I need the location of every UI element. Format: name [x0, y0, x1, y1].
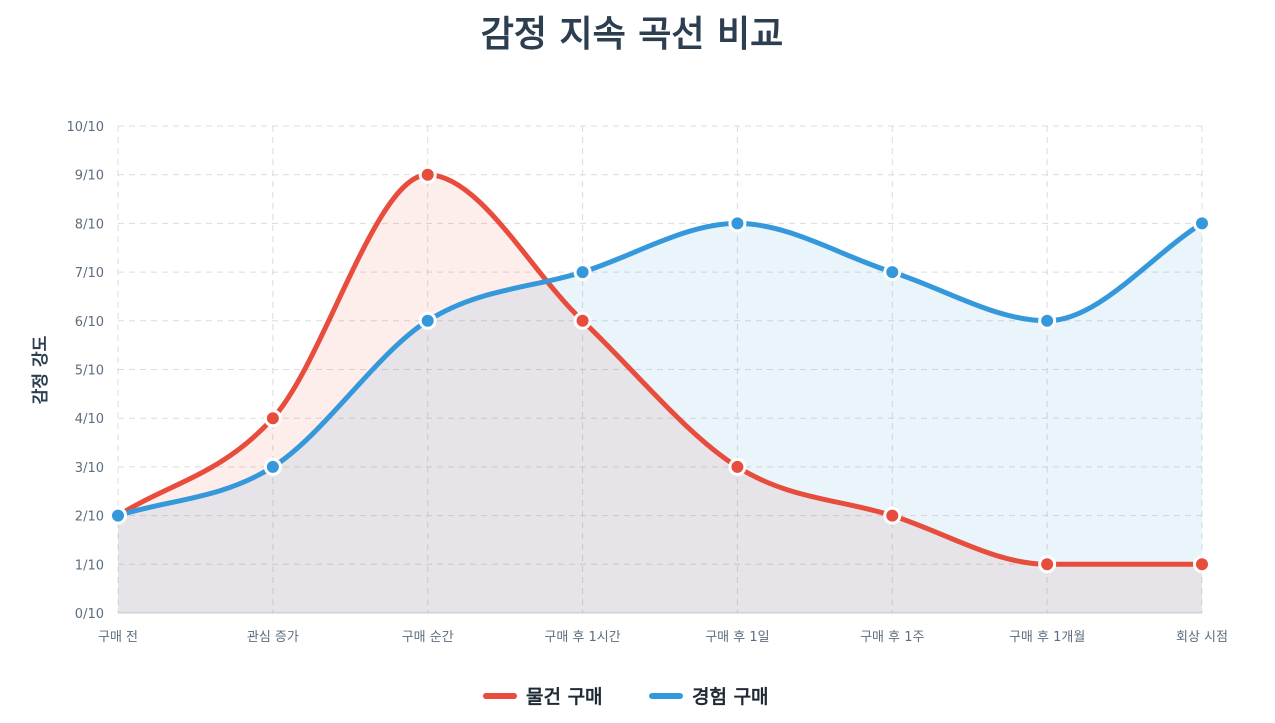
- series-points: [109, 165, 1211, 574]
- grid: [117, 125, 1203, 614]
- data-point[interactable]: [1193, 555, 1211, 574]
- y-tick-label: 5/10: [75, 364, 104, 379]
- y-tick-label: 7/10: [75, 266, 104, 281]
- data-point[interactable]: [1038, 555, 1057, 574]
- x-axis-ticks: 구매 전 관심 증가 구매 순간 구매 후 1시간 구매 후 1일 구매 후 1주 구매 후…: [98, 630, 1228, 645]
- legend[interactable]: 물건 구매 경험 구매: [483, 686, 769, 708]
- data-point[interactable]: [418, 311, 437, 330]
- data-point[interactable]: [109, 506, 127, 525]
- data-point[interactable]: [883, 506, 902, 525]
- y-tick-label: 4/10: [75, 412, 104, 427]
- x-tick-label: 구매 후 1일: [705, 630, 769, 645]
- series-areas: [118, 174, 1202, 613]
- y-tick-label: 3/10: [75, 461, 104, 476]
- data-point[interactable]: [263, 457, 282, 476]
- legend-item-1[interactable]: 물건 구매: [483, 686, 603, 708]
- series-lines: [115, 172, 1205, 567]
- y-tick-label: 8/10: [75, 217, 104, 232]
- y-tick-label: 2/10: [75, 510, 104, 525]
- y-axis-label: 감정 강도: [31, 335, 51, 404]
- y-tick-label: 0/10: [75, 607, 104, 622]
- y-axis-ticks: 0/10 1/10 2/10 3/10 4/10 5/10 6/10 7/10 8/10 9/10…: [67, 120, 104, 622]
- x-tick-label: 회상 시점: [1176, 630, 1228, 645]
- legend-item-2[interactable]: 경험 구매: [649, 686, 769, 708]
- data-point[interactable]: [418, 165, 437, 184]
- chart-title: 감정 지속 곡선 비교: [481, 14, 784, 55]
- series-line-2: [115, 220, 1205, 519]
- y-tick-label: 1/10: [75, 558, 104, 573]
- x-tick-label: 구매 후 1개월: [1009, 630, 1085, 645]
- data-point[interactable]: [728, 457, 747, 476]
- series-area-1: [118, 174, 1202, 613]
- data-point[interactable]: [573, 311, 592, 330]
- x-tick-label: 구매 후 1시간: [544, 630, 620, 645]
- y-tick-label: 9/10: [75, 169, 104, 184]
- legend-label: 경험 구매: [692, 686, 769, 708]
- x-tick-label: 관심 증가: [247, 630, 299, 645]
- data-point[interactable]: [1038, 311, 1057, 330]
- data-point[interactable]: [728, 214, 747, 233]
- y-tick-label: 6/10: [75, 315, 104, 330]
- x-tick-label: 구매 순간: [402, 630, 454, 645]
- data-point[interactable]: [573, 263, 592, 282]
- y-tick-label: 10/10: [67, 120, 104, 135]
- series-area-2: [118, 223, 1202, 613]
- series-line-1: [115, 172, 1205, 567]
- data-point[interactable]: [883, 263, 902, 282]
- legend-label: 물건 구매: [526, 686, 603, 708]
- data-point[interactable]: [1193, 214, 1211, 233]
- x-tick-label: 구매 전: [98, 630, 138, 645]
- data-point[interactable]: [263, 409, 282, 428]
- x-tick-label: 구매 후 1주: [860, 630, 924, 645]
